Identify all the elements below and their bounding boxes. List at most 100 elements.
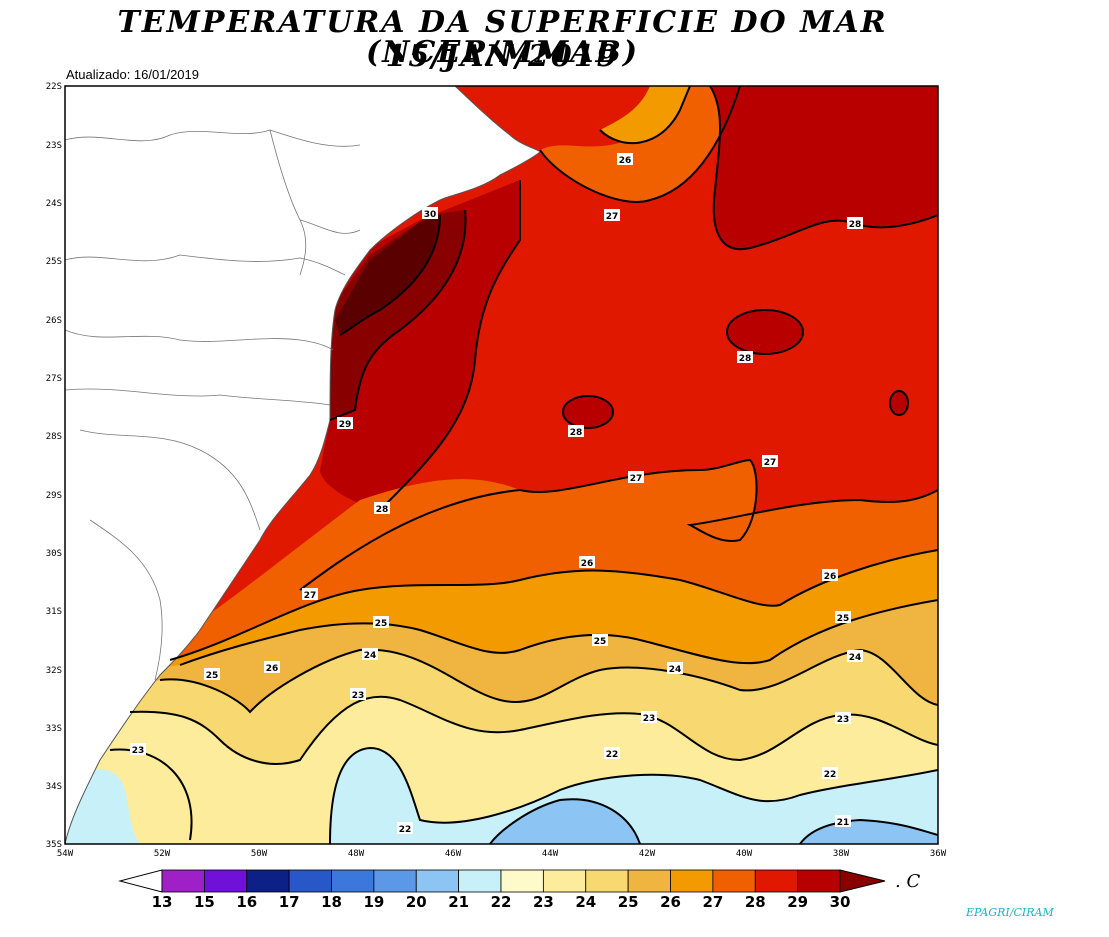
svg-text:23: 23	[352, 691, 365, 701]
contour-label: 24	[667, 662, 683, 675]
contour-label: 22	[397, 822, 413, 835]
colorbar-tick: 16	[236, 893, 257, 911]
colorbar-tick: 25	[618, 893, 639, 911]
contour-label: 25	[835, 611, 851, 624]
colorbar-tick: 20	[406, 893, 427, 911]
colorbar-tick: 19	[363, 893, 384, 911]
lon-label: 50W	[251, 849, 268, 859]
sst-field: 26 27 28 28 28 29 30 28 27 27 27 26 26 2…	[65, 86, 938, 844]
svg-text:24: 24	[364, 651, 377, 661]
colorbar-low-arrow	[118, 869, 163, 893]
colorbar-unit: . C	[895, 871, 920, 892]
coastline	[65, 86, 541, 844]
contour-label: 21	[835, 815, 851, 828]
colorbar-tick: 18	[321, 893, 342, 911]
colorbar-tick: 29	[787, 893, 808, 911]
lon-label: 52W	[154, 849, 171, 859]
colorbar-swatch	[712, 869, 756, 893]
contour-labels: 26 27 28 28 28 29 30 28 27 27 27 26 26 2…	[130, 153, 863, 835]
colorbar-swatch	[500, 869, 544, 893]
land	[65, 86, 540, 844]
map-title: TEMPERATURA DA SUPERFICIE DO MAR (NCEP/M…	[117, 5, 888, 70]
svg-text:26: 26	[266, 664, 279, 674]
lon-label: 48W	[348, 849, 365, 859]
contour-label: 28	[737, 351, 753, 364]
colorbar-swatch	[373, 869, 417, 893]
blob-28-east	[727, 310, 803, 354]
svg-text:28: 28	[376, 505, 389, 515]
contour-label: 24	[847, 650, 863, 663]
svg-text:24: 24	[849, 653, 862, 663]
svg-text:27: 27	[606, 212, 619, 222]
lon-label: 40W	[736, 849, 753, 859]
svg-text:21: 21	[837, 818, 850, 828]
svg-text:28: 28	[570, 428, 583, 438]
contour-label: 27	[604, 209, 620, 222]
colorbar-swatch	[203, 869, 248, 893]
svg-text:23: 23	[132, 746, 145, 756]
contour-label: 27	[762, 455, 778, 468]
lat-label: 27S	[46, 374, 62, 384]
contour-label: 23	[835, 712, 851, 725]
svg-text:27: 27	[764, 458, 777, 468]
svg-text:27: 27	[630, 474, 643, 484]
band-29-30	[330, 210, 466, 420]
band-20-21	[490, 799, 640, 844]
colorbar-swatch	[542, 869, 587, 893]
credit: EPAGRI/CIRAM	[966, 906, 1054, 919]
contour-label: 26	[264, 661, 280, 674]
colorbar-tick: 27	[702, 893, 723, 911]
svg-text:25: 25	[594, 637, 607, 647]
blob-28-far	[890, 391, 908, 415]
colorbar-tick: 17	[279, 893, 300, 911]
contour-label: 25	[204, 668, 220, 681]
contour-lines	[109, 86, 938, 844]
colorbar-tick: 30	[830, 893, 851, 911]
colorbar-swatch	[415, 869, 460, 893]
lat-label: 22S	[46, 82, 62, 92]
contour-label: 27	[628, 471, 644, 484]
contour-label: 23	[130, 743, 146, 756]
lat-label: 35S	[46, 840, 62, 850]
colorbar-swatch	[585, 869, 629, 893]
colorbar-tick: 28	[745, 893, 766, 911]
contour-label: 30	[422, 207, 438, 220]
lon-label: 54W	[57, 849, 74, 859]
svg-text:25: 25	[837, 614, 850, 624]
lon-label: 42W	[639, 849, 656, 859]
colorbar-tick: 26	[660, 893, 681, 911]
svg-text:22: 22	[399, 825, 412, 835]
blob-28-mid	[563, 396, 613, 428]
land-borders	[65, 129, 361, 681]
lat-label: 23S	[46, 141, 62, 151]
colorbar-tick: 15	[194, 893, 215, 911]
colorbar-swatch	[627, 869, 671, 893]
latitude-axis: 22S 23S 24S 25S 26S 27S 28S 29S 30S 31S …	[46, 82, 62, 850]
colorbar-swatch	[754, 869, 799, 893]
band-21-22	[330, 748, 938, 844]
colorbar-swatch	[246, 869, 290, 893]
svg-text:26: 26	[824, 572, 837, 582]
svg-text:26: 26	[581, 559, 594, 569]
map-date: 15/JAN/2019	[385, 39, 620, 74]
svg-text:27: 27	[304, 591, 317, 601]
band-28-29-ne	[710, 86, 938, 250]
lat-label: 25S	[46, 257, 62, 267]
contour-label: 22	[822, 767, 838, 780]
lat-label: 30S	[46, 549, 62, 559]
contour-label: 26	[579, 556, 595, 569]
band-25-26-north	[600, 86, 690, 144]
colorbar-tick: 24	[575, 893, 596, 911]
colorbar-tick: 13	[152, 893, 173, 911]
lat-label: 32S	[46, 666, 62, 676]
lon-label: 44W	[542, 849, 559, 859]
colorbar-tick: 22	[491, 893, 512, 911]
contour-label: 23	[350, 688, 366, 701]
lat-label: 31S	[46, 607, 62, 617]
band-30-plus	[335, 215, 440, 335]
lat-label: 33S	[46, 724, 62, 734]
svg-text:23: 23	[837, 715, 850, 725]
band-26-27-north	[540, 86, 740, 202]
colorbar-tick: 23	[533, 893, 554, 911]
